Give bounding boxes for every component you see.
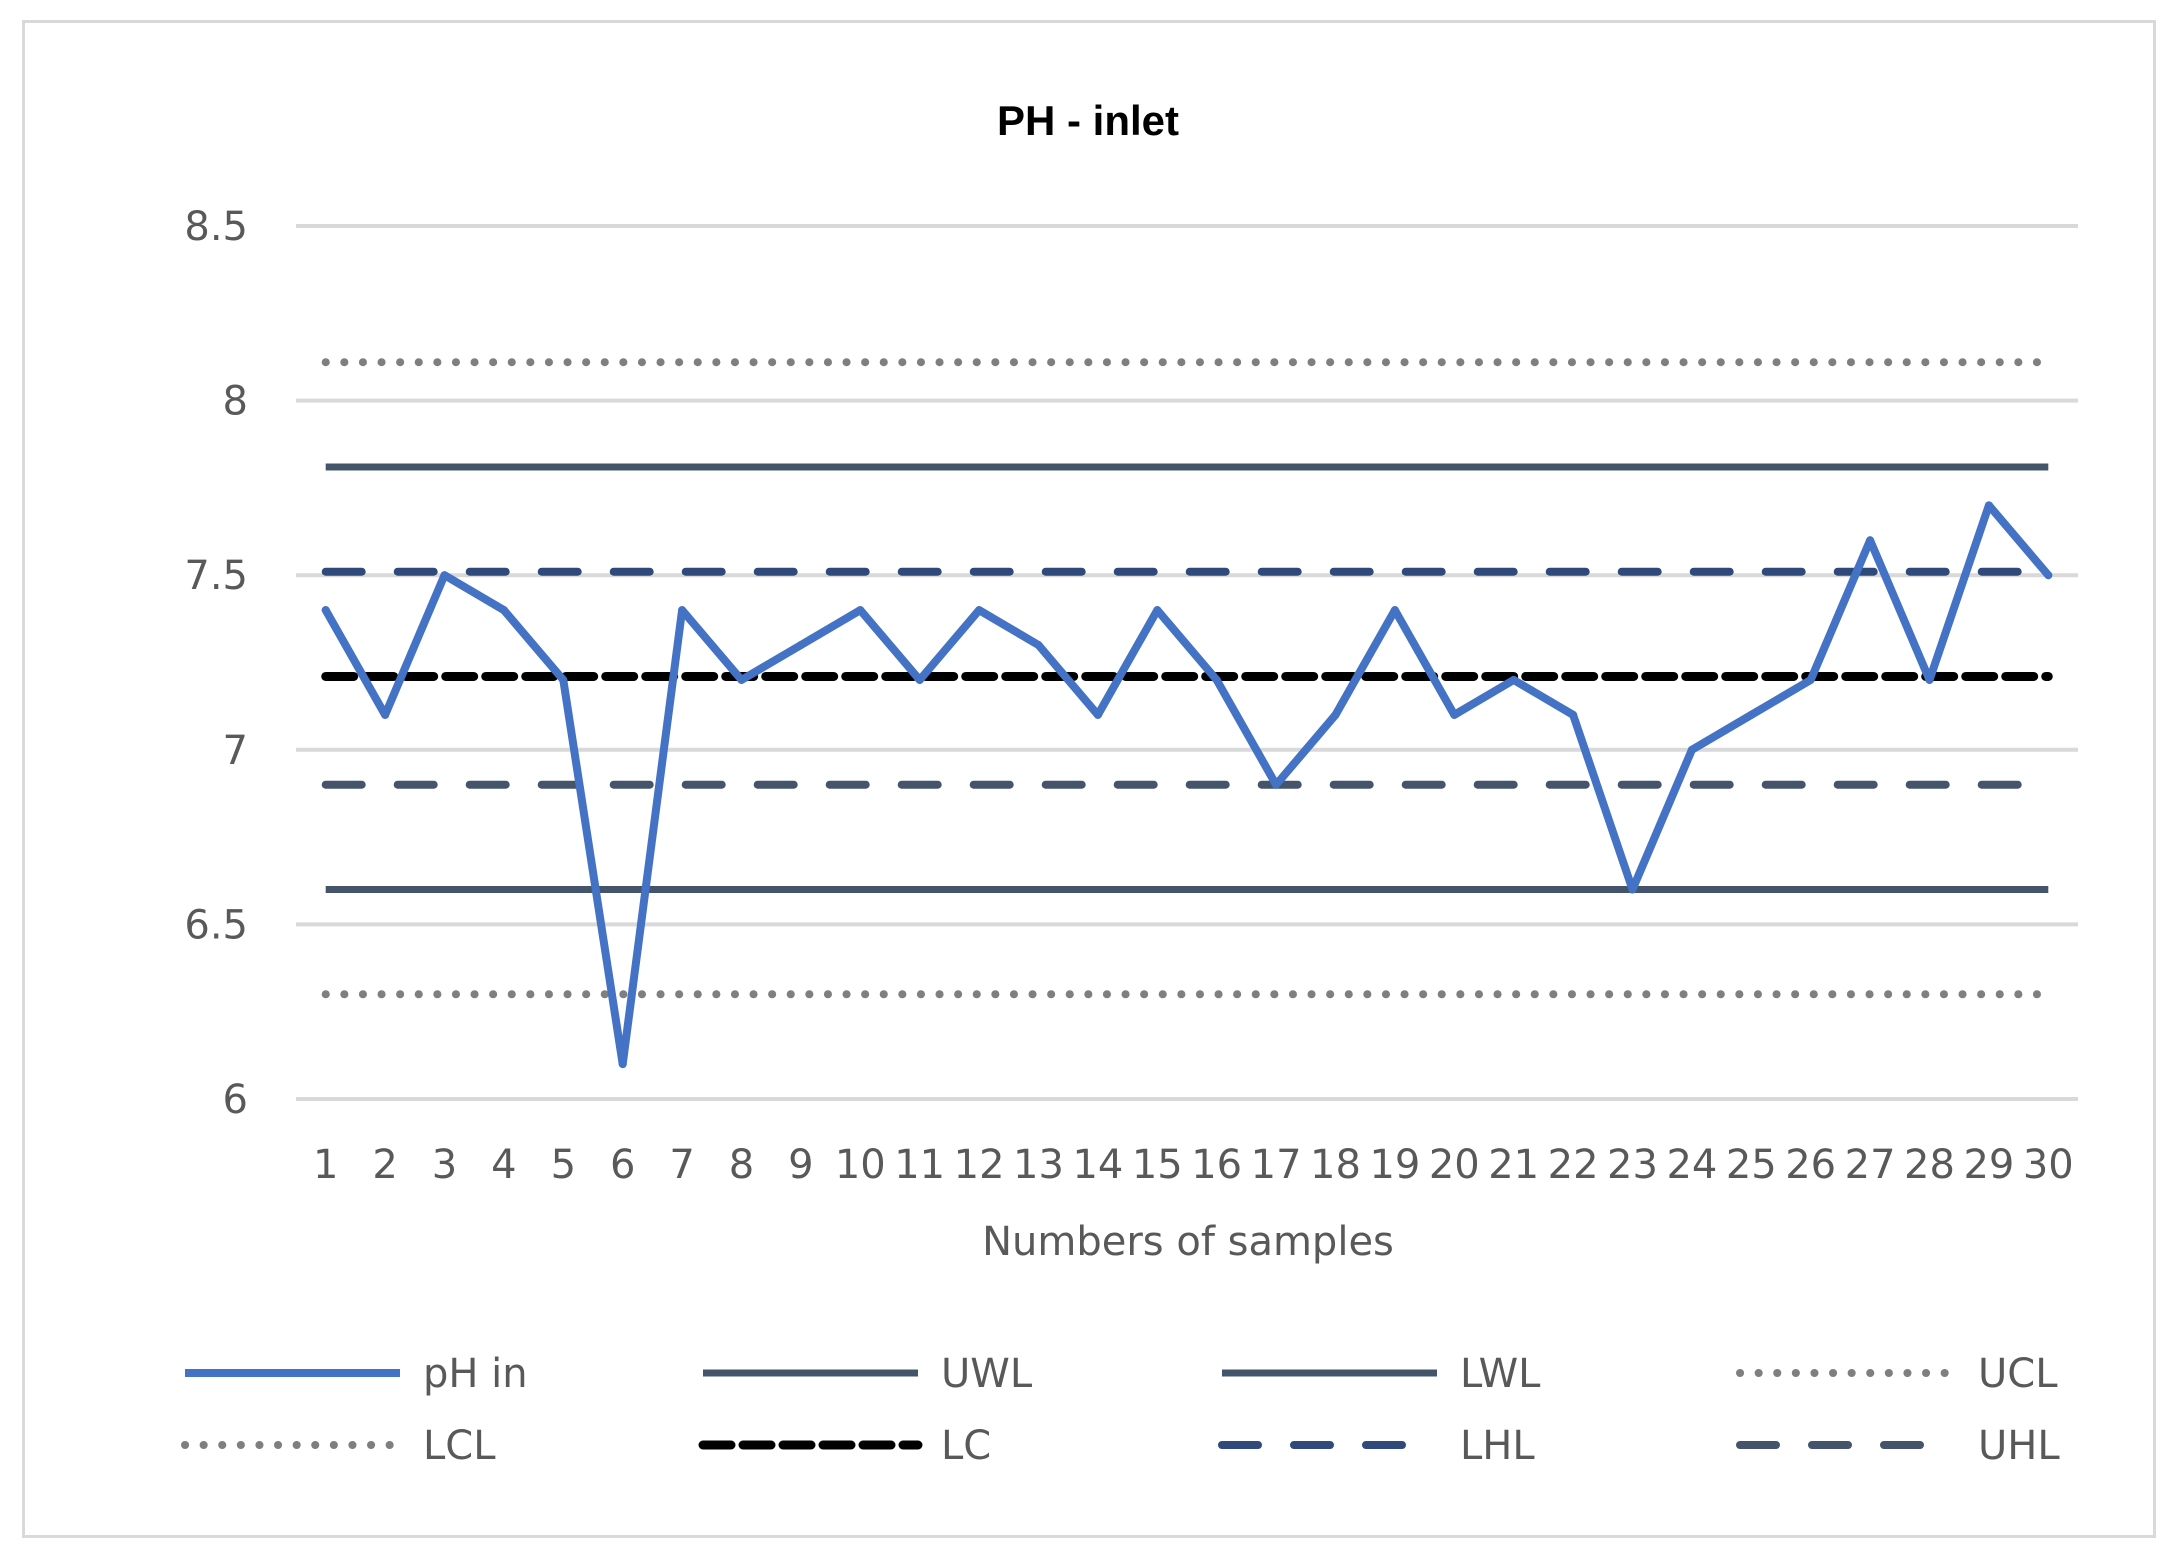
x-tick-label: 2 (372, 1142, 397, 1188)
y-tick-label: 8 (223, 379, 248, 425)
data-point (440, 571, 449, 580)
x-axis-label: Numbers of samples (982, 1219, 1394, 1265)
data-point (1866, 536, 1875, 545)
x-tick-label: 14 (1072, 1142, 1123, 1188)
y-tick-label: 6 (223, 1077, 248, 1123)
data-point (1806, 675, 1815, 684)
x-tick-label: 21 (1488, 1142, 1539, 1188)
chart-frame (22, 20, 2156, 1538)
x-axis-ticks: 1 2 3 4 5 6 7 8 9 10 11 12 13 14 15 16 17 18 19 20 21 22 23 24 2… (313, 1142, 2074, 1188)
data-point (1331, 710, 1340, 719)
legend-label: UHL (1978, 1423, 2060, 1469)
data-point (1212, 675, 1221, 684)
legend-item: LHL (1218, 1423, 1535, 1469)
legend-label: LHL (1460, 1423, 1535, 1469)
data-point (1569, 710, 1578, 719)
x-tick-label: 20 (1429, 1142, 1480, 1188)
legend: pH in UWL LWL UCL LCL LC LHL UHL (181, 1351, 2060, 1469)
data-point (1450, 710, 1459, 719)
data-point (381, 710, 390, 719)
x-tick-label: 13 (1013, 1142, 1064, 1188)
x-tick-label: 16 (1191, 1142, 1242, 1188)
data-point (1747, 710, 1756, 719)
data-point (321, 606, 330, 615)
data-series (321, 501, 2053, 1069)
legend-item: LC (698, 1423, 991, 1469)
data-point (1925, 675, 1934, 684)
data-point (1093, 710, 1102, 719)
data-point (796, 641, 805, 650)
x-tick-label: 23 (1607, 1142, 1658, 1188)
legend-item: LWL (1222, 1351, 1541, 1397)
data-point (856, 606, 865, 615)
x-tick-label: 1 (313, 1142, 338, 1188)
x-tick-label: 24 (1666, 1142, 1717, 1188)
x-tick-label: 4 (491, 1142, 516, 1188)
data-point (915, 675, 924, 684)
data-point (1687, 745, 1696, 754)
reference-lines (321, 358, 2053, 999)
data-point (499, 606, 508, 615)
x-tick-label: 10 (835, 1142, 886, 1188)
x-tick-label: 18 (1310, 1142, 1361, 1188)
x-tick-label: 7 (669, 1142, 694, 1188)
x-tick-label: 26 (1785, 1142, 1836, 1188)
gridlines (296, 224, 2078, 1101)
data-point (1509, 675, 1518, 684)
x-tick-label: 9 (788, 1142, 813, 1188)
x-tick-label: 28 (1904, 1142, 1955, 1188)
data-point (618, 1060, 627, 1069)
x-tick-label: 11 (894, 1142, 945, 1188)
x-tick-label: 17 (1251, 1142, 1302, 1188)
legend-item: LCL (181, 1423, 496, 1469)
y-axis-ticks: 6 6.5 7 7.5 8 8.5 (184, 204, 248, 1123)
x-tick-label: 22 (1548, 1142, 1599, 1188)
data-point (1390, 606, 1399, 615)
legend-label: UCL (1978, 1351, 2058, 1397)
x-tick-label: 25 (1726, 1142, 1777, 1188)
x-tick-label: 3 (432, 1142, 457, 1188)
chart-title: PH - inlet (997, 97, 1179, 144)
y-tick-label: 7.5 (184, 553, 248, 599)
y-tick-label: 8.5 (184, 204, 248, 250)
x-tick-label: 15 (1132, 1142, 1183, 1188)
x-tick-label: 5 (551, 1142, 576, 1188)
legend-label: LWL (1460, 1351, 1541, 1397)
data-point (559, 675, 568, 684)
y-tick-label: 6.5 (184, 902, 248, 948)
data-point (975, 606, 984, 615)
legend-label: LC (941, 1423, 991, 1469)
x-tick-label: 8 (729, 1142, 754, 1188)
legend-label: LCL (423, 1423, 496, 1469)
legend-item: UHL (1736, 1423, 2060, 1469)
data-point (2044, 571, 2053, 580)
legend-item: UCL (1736, 1351, 2058, 1397)
legend-label: pH in (423, 1351, 528, 1397)
series-line-ph-in (321, 501, 2053, 1069)
x-tick-label: 6 (610, 1142, 635, 1188)
data-point (1984, 501, 1993, 510)
data-point (1272, 780, 1281, 789)
legend-item: UWL (703, 1351, 1033, 1397)
x-tick-label: 29 (1963, 1142, 2014, 1188)
x-tick-label: 30 (2023, 1142, 2074, 1188)
data-point (678, 606, 687, 615)
data-point (1034, 641, 1043, 650)
legend-label: UWL (941, 1351, 1033, 1397)
data-point (1628, 885, 1637, 894)
y-tick-label: 7 (223, 728, 248, 774)
x-tick-label: 19 (1369, 1142, 1420, 1188)
legend-item: pH in (185, 1351, 528, 1397)
x-tick-label: 12 (954, 1142, 1005, 1188)
x-tick-label: 27 (1845, 1142, 1896, 1188)
data-point (1153, 606, 1162, 615)
data-point (737, 675, 746, 684)
